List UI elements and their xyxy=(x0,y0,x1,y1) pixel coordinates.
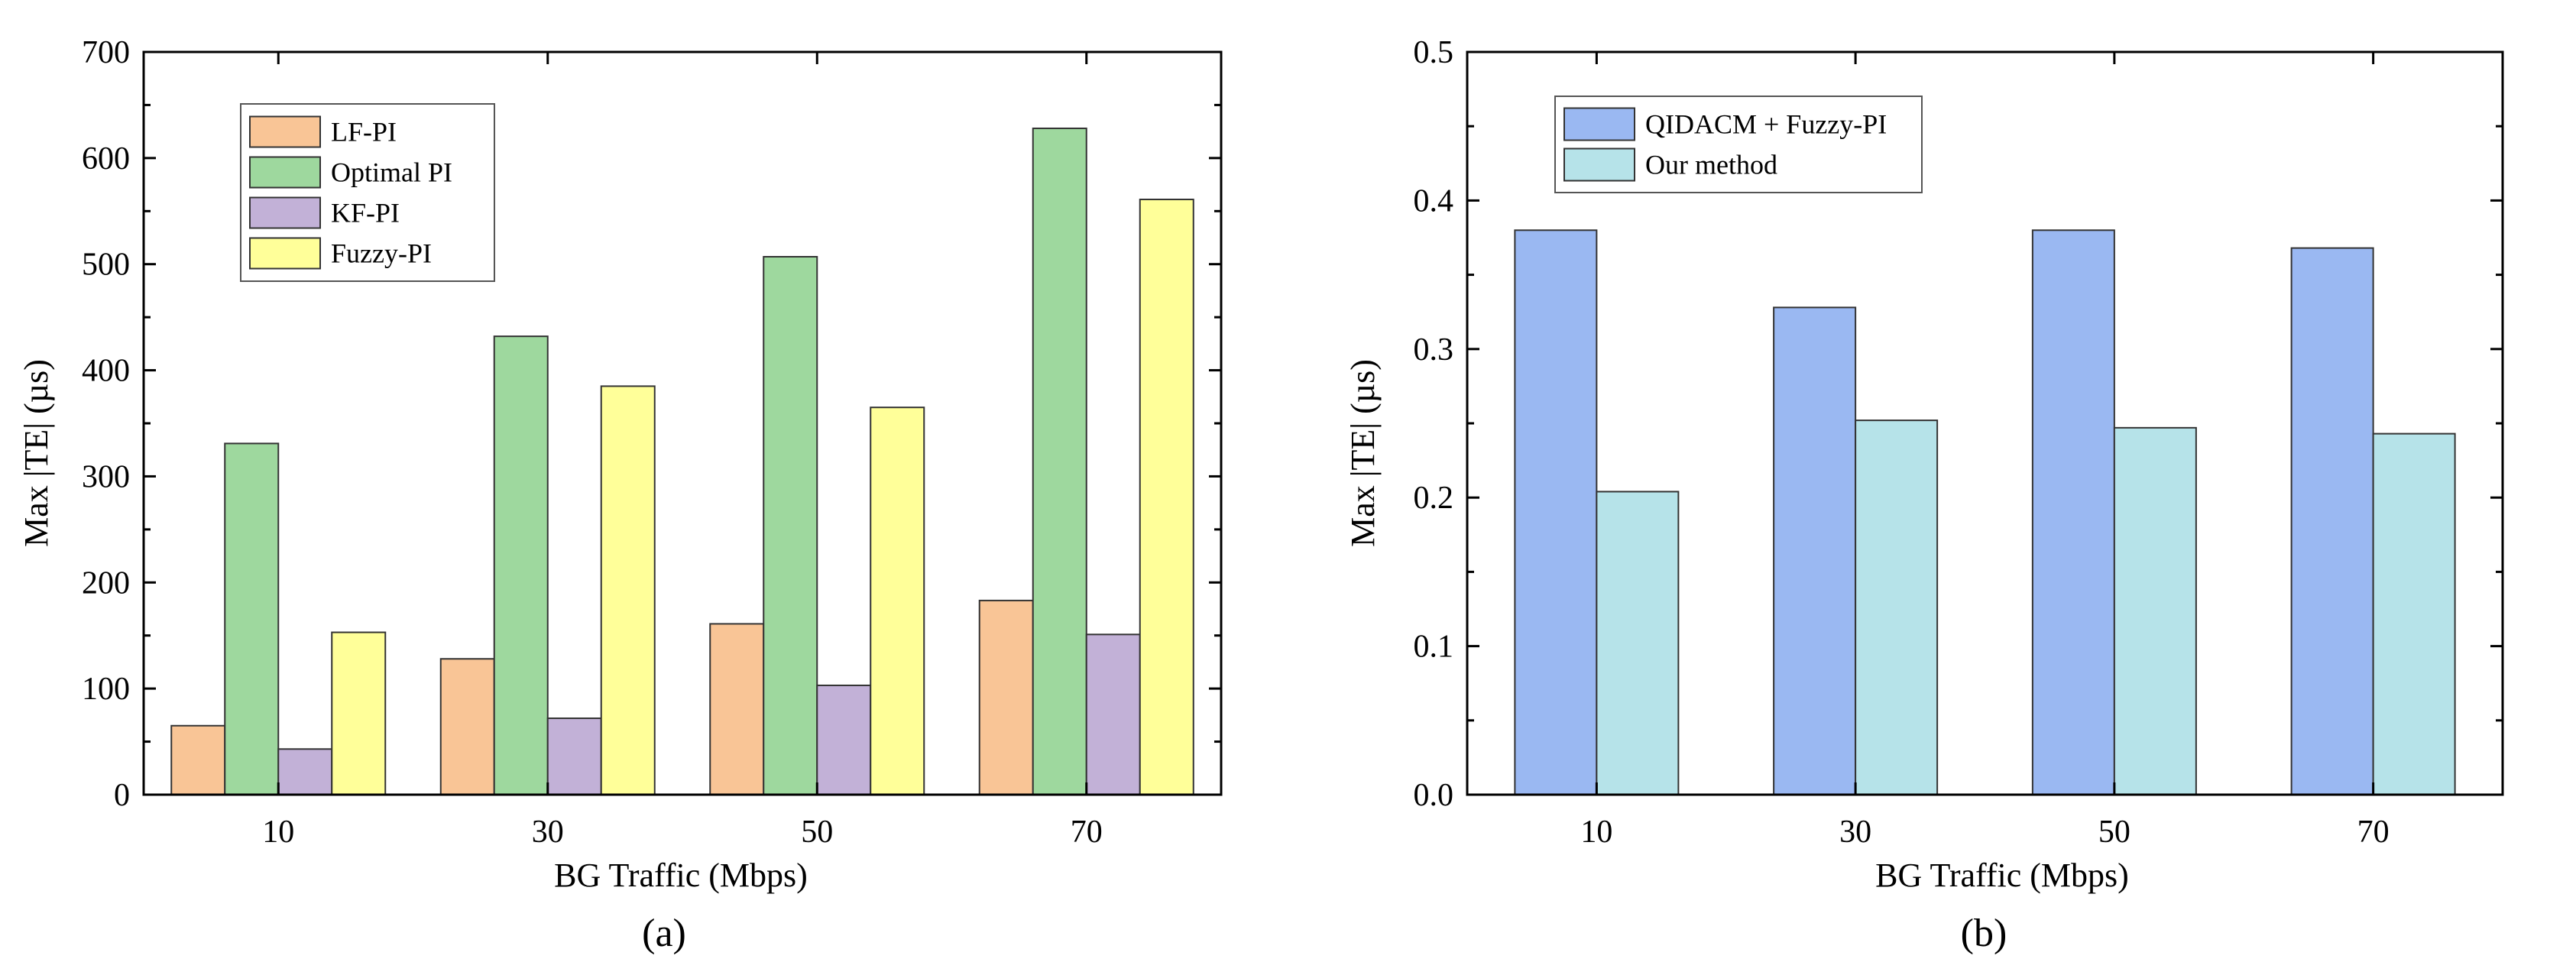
bar-lf-pi-30 xyxy=(439,658,495,796)
y-tick-label: 300 xyxy=(82,459,130,494)
x-tick-label: 70 xyxy=(2357,815,2390,850)
y-axis-label-a: Max |TE| (µs) xyxy=(18,359,55,547)
y-tick-label: 0.3 xyxy=(1414,332,1454,368)
x-ticks-a: 10 30 50 70 xyxy=(262,52,1103,850)
y-tick-label: 700 xyxy=(82,35,130,70)
y-tick-label: 0.1 xyxy=(1414,630,1454,665)
bars-b xyxy=(1514,229,2456,796)
bar-qidacm-fuzzy-pi-50 xyxy=(2031,229,2115,795)
panel-label-a: (a) xyxy=(642,912,686,955)
bar-lf-pi-70 xyxy=(978,599,1034,795)
bar-kf-pi-30 xyxy=(546,717,602,795)
bar-lf-pi-10 xyxy=(170,724,226,795)
y-ticks-a: 0 100 200 300 400 500 600 700 xyxy=(82,35,1221,813)
legend-label: Fuzzy-PI xyxy=(331,238,432,269)
y-tick-label: 0.5 xyxy=(1414,35,1454,70)
legend-swatch xyxy=(249,237,321,270)
x-axis-label-b: BG Traffic (Mbps) xyxy=(1875,857,2129,894)
legend-a: LF-PI Optimal PI KF-PI Fuzzy-PI xyxy=(240,103,495,282)
y-tick-label: 0.2 xyxy=(1414,481,1454,516)
legend-label: QIDACM + Fuzzy-PI xyxy=(1645,109,1887,140)
bar-optimal-pi-50 xyxy=(763,255,818,796)
x-tick-label: 10 xyxy=(1580,815,1612,850)
x-ticks-b: 10 30 50 70 xyxy=(1580,52,2390,850)
plot-frame-b xyxy=(1466,50,2504,796)
y-tick-label: 600 xyxy=(82,141,130,177)
bar-our-method-50 xyxy=(2113,426,2197,795)
bar-our-method-70 xyxy=(2372,432,2456,795)
bar-our-method-10 xyxy=(1596,491,1680,795)
bar-fuzzy-pi-10 xyxy=(331,631,387,796)
legend-b: QIDACM + Fuzzy-PI Our method xyxy=(1554,96,1923,193)
y-tick-label: 0.4 xyxy=(1414,183,1454,219)
y-tick-label: 200 xyxy=(82,565,130,601)
y-tick-label: 0 xyxy=(114,778,130,813)
bar-qidacm-fuzzy-pi-30 xyxy=(1773,306,1857,796)
legend-swatch xyxy=(249,196,321,229)
legend-label: KF-PI xyxy=(331,198,400,228)
bar-lf-pi-50 xyxy=(709,623,765,795)
y-axis-label-b: Max |TE| (µs) xyxy=(1344,359,1382,547)
bar-fuzzy-pi-50 xyxy=(870,407,925,796)
legend-label: Our method xyxy=(1645,150,1777,180)
bar-optimal-pi-30 xyxy=(493,335,549,795)
bar-fuzzy-pi-70 xyxy=(1139,199,1194,795)
bar-our-method-30 xyxy=(1855,419,1939,795)
y-tick-label: 500 xyxy=(82,248,130,283)
x-axis-label-a: BG Traffic (Mbps) xyxy=(554,857,808,894)
bars-a xyxy=(170,127,1194,796)
bar-optimal-pi-10 xyxy=(224,442,280,796)
bar-kf-pi-50 xyxy=(816,684,872,796)
chart-panel-a: 0 100 200 300 400 500 600 700 10 30 50 70 BG Traff… xyxy=(18,35,1223,955)
x-tick-label: 30 xyxy=(532,815,564,850)
y-tick-label: 400 xyxy=(82,354,130,389)
bar-kf-pi-10 xyxy=(277,748,333,796)
legend-swatch xyxy=(1563,107,1635,141)
legend-swatch xyxy=(249,115,321,148)
y-tick-label: 0.0 xyxy=(1414,778,1454,813)
bar-qidacm-fuzzy-pi-10 xyxy=(1514,229,1598,795)
bar-kf-pi-70 xyxy=(1085,633,1141,796)
legend-swatch xyxy=(249,156,321,189)
panel-label-b: (b) xyxy=(1961,912,2007,955)
legend-swatch xyxy=(1563,147,1635,182)
chart-panel-b: 0.0 0.1 0.2 0.3 0.4 0.5 10 30 50 70 BG Traffic (… xyxy=(1344,35,2504,955)
x-tick-label: 70 xyxy=(1071,815,1103,850)
legend-label: Optimal PI xyxy=(331,157,452,188)
bar-optimal-pi-70 xyxy=(1032,127,1087,795)
bar-qidacm-fuzzy-pi-70 xyxy=(2290,247,2374,796)
x-tick-label: 10 xyxy=(262,815,294,850)
legend-label: LF-PI xyxy=(331,117,397,147)
plot-frame-a xyxy=(142,50,1223,796)
x-tick-label: 50 xyxy=(2098,815,2130,850)
x-tick-label: 30 xyxy=(1839,815,1871,850)
y-tick-label: 100 xyxy=(82,672,130,707)
bar-fuzzy-pi-30 xyxy=(600,385,656,795)
x-tick-label: 50 xyxy=(801,815,833,850)
